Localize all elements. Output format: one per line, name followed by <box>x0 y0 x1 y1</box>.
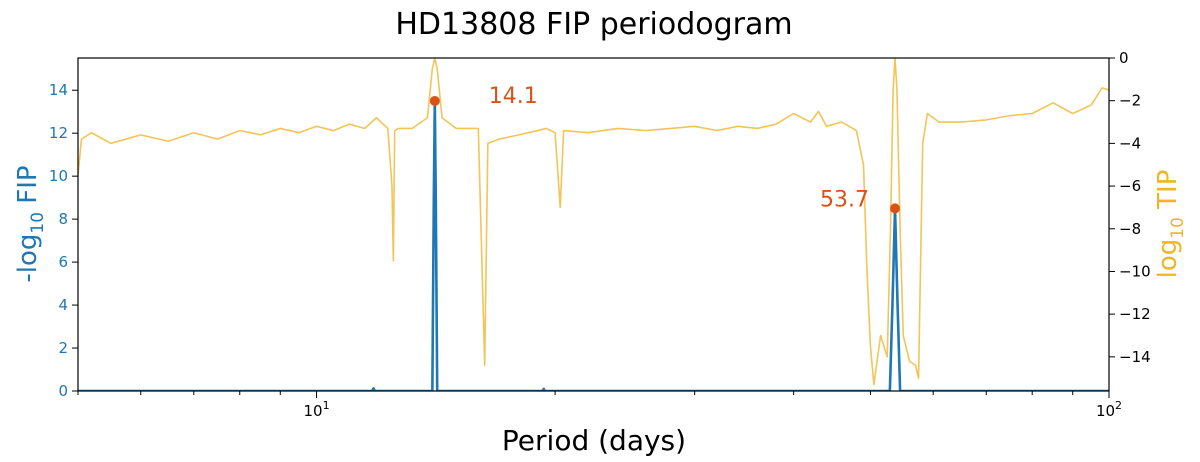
peak-label: 53.7 <box>820 187 869 212</box>
left-y-axis: 0 2 4 6 8 10 12 14 <box>49 81 78 400</box>
chart-title: HD13808 FIP periodogram <box>395 7 792 42</box>
data-marks: 14.1 53.7 <box>429 84 901 214</box>
left-tick-label: 4 <box>58 296 68 314</box>
right-tick-label: −10 <box>1119 262 1151 280</box>
right-tick-label: −2 <box>1119 92 1141 110</box>
right-y-label-prefix: log <box>1153 239 1183 279</box>
right-tick-label: −8 <box>1119 220 1141 238</box>
right-y-label-subscript: 10 <box>1168 217 1188 239</box>
left-y-label-subscript: 10 <box>28 212 48 234</box>
left-tick-label: 8 <box>58 210 68 228</box>
left-tick-label: 6 <box>58 253 68 271</box>
x-tick-exponent: 2 <box>1115 399 1122 412</box>
left-tick-label: 12 <box>49 124 68 142</box>
right-tick-label: −6 <box>1119 177 1141 195</box>
right-tick-label: −12 <box>1119 305 1151 323</box>
plot-area <box>78 58 1109 391</box>
x-axis: 101 102 <box>77 391 1122 420</box>
x-tick-label: 102 <box>1096 399 1122 420</box>
x-tick-base: 10 <box>304 402 323 420</box>
right-tick-label: −14 <box>1119 348 1151 366</box>
right-y-axis-label: log10 TIP <box>1153 170 1188 279</box>
left-tick-label: 14 <box>49 81 68 99</box>
peak-marker <box>429 95 440 106</box>
left-tick-label: 2 <box>58 339 68 357</box>
plot-frame <box>77 57 1110 392</box>
right-y-axis: 0 −2 −4 −6 −8 −10 −12 −14 <box>1109 49 1151 366</box>
fip-series-line <box>78 99 1109 391</box>
peak-marker <box>890 203 901 214</box>
peak-label: 14.1 <box>489 84 538 109</box>
x-tick-exponent: 1 <box>323 399 330 412</box>
x-tick-base: 10 <box>1096 402 1115 420</box>
x-tick-label: 101 <box>304 399 330 420</box>
x-axis-label: Period (days) <box>502 424 686 457</box>
left-y-label-suffix: FIP <box>13 165 43 212</box>
left-y-axis-label: -log10 FIP <box>13 165 48 282</box>
left-tick-label: 10 <box>49 167 68 185</box>
left-y-label-prefix: -log <box>13 234 43 283</box>
right-tick-label: −4 <box>1119 134 1141 152</box>
right-y-label-suffix: TIP <box>1153 170 1183 218</box>
tip-series-line <box>78 58 1109 386</box>
left-tick-label: 0 <box>58 382 68 400</box>
right-tick-label: 0 <box>1119 49 1129 67</box>
